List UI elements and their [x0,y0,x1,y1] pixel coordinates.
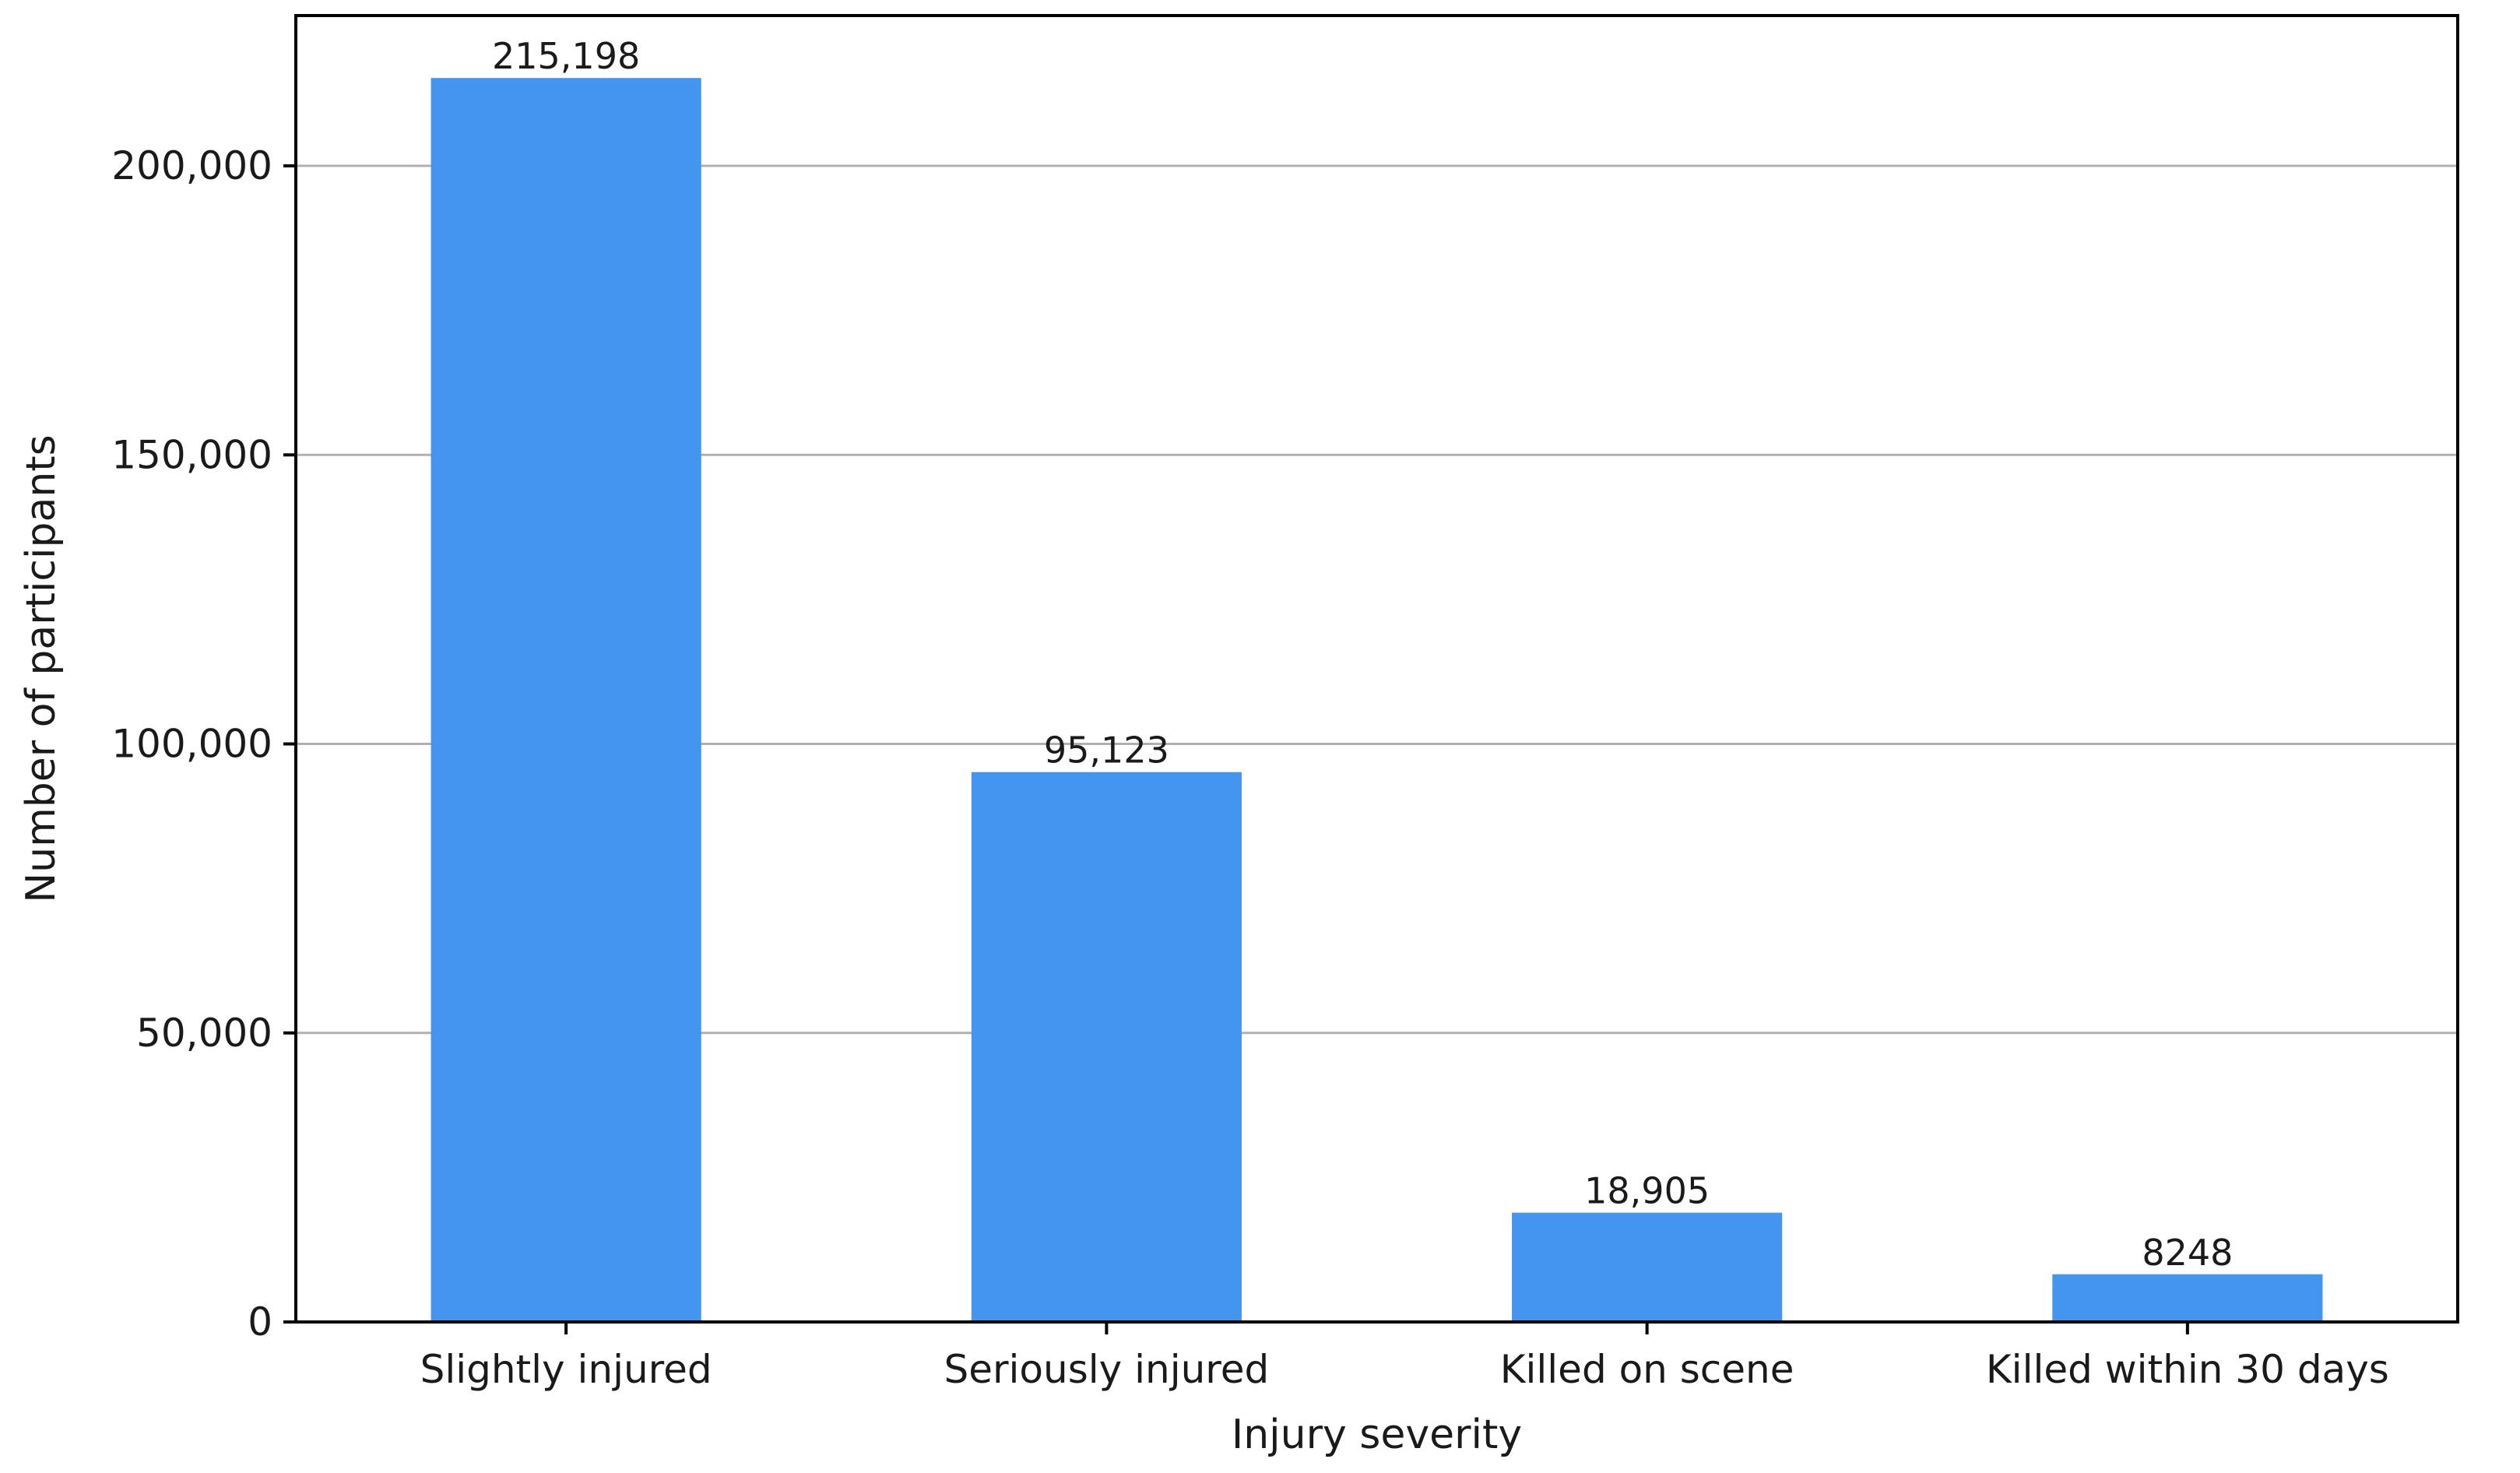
y-axis-label: Number of participants [18,434,65,903]
bar-value-label: 215,198 [492,35,640,77]
x-tick-label: Seriously injured [944,1347,1269,1392]
bar-value-label: 95,123 [1044,729,1169,772]
y-axis-ticks: 0 50,000 100,000 150,000 200,000 [111,143,296,1345]
x-tick-label: Killed on scene [1500,1347,1794,1392]
bar-value-label: 8248 [2142,1232,2233,1274]
y-tick-label: 100,000 [111,722,272,767]
bar-value-label: 18,905 [1584,1170,1710,1212]
y-tick-label: 50,000 [136,1011,272,1056]
x-tick-label: Slightly injured [420,1347,712,1392]
bar [1512,1212,1783,1322]
bars [431,78,2323,1322]
y-tick-label: 200,000 [111,143,272,188]
x-axis-ticks: Slightly injured Seriously injured Killed … [420,1322,2389,1392]
plot-frame [294,14,2459,1324]
y-tick-label: 150,000 [111,432,272,477]
data-labels: 215,198 95,123 18,905 8248 [492,35,2233,1274]
x-tick-label: Killed within 30 days [1986,1347,2389,1392]
x-axis-label: Injury severity [1232,1411,1522,1458]
bar [971,772,1242,1322]
bar [431,78,701,1322]
bar [2052,1274,2323,1322]
y-tick-label: 0 [248,1299,272,1345]
